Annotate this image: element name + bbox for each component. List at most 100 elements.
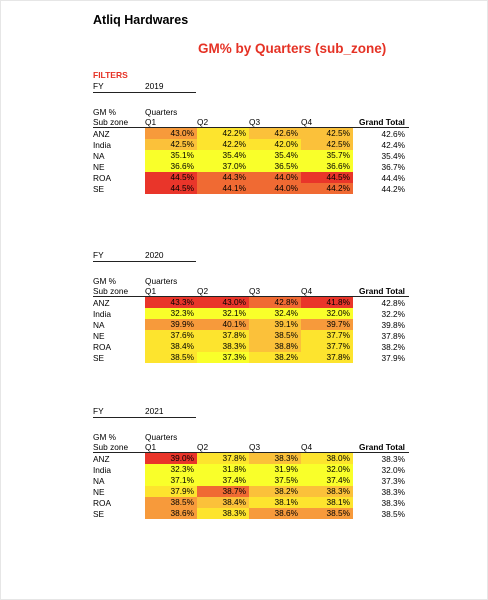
gm-cell-q2: 38.3% xyxy=(197,508,249,519)
q2-header: Q2 xyxy=(197,117,209,127)
sub-zone-label: NE xyxy=(93,161,105,172)
grand-total-value: 42.6% xyxy=(381,128,405,139)
gm-cell-q1: 44.5% xyxy=(145,172,197,183)
gm-table-2020: FY 2020 GM % Quarters Sub zone Q1 Q2 Q3 Q4 Grand … xyxy=(93,250,409,363)
grand-total-value: 32.2% xyxy=(381,308,405,319)
gm-cell-q4: 42.5% xyxy=(301,128,353,139)
gm-cell-q1: 38.4% xyxy=(145,341,197,352)
q4-header: Q4 xyxy=(301,442,313,452)
gm-cell-q3: 38.1% xyxy=(249,497,301,508)
q4-header: Q4 xyxy=(301,286,313,296)
grand-total-value: 38.5% xyxy=(381,508,405,519)
grand-total-value: 42.4% xyxy=(381,139,405,150)
sub-zone-label: ANZ xyxy=(93,453,110,464)
header-row-1: GM % Quarters xyxy=(93,276,409,286)
gm-table-2019: FY 2019 GM % Quarters Sub zone Q1 Q2 Q3 Q4 Grand … xyxy=(93,81,409,194)
table-row: SE 38.5% 37.3% 38.2% 37.8% 37.9% xyxy=(93,352,409,363)
table-row: NA 37.1% 37.4% 37.5% 37.4% 37.3% xyxy=(93,475,409,486)
fy-filter[interactable]: FY 2020 xyxy=(93,250,409,262)
header-row-2: Sub zone Q1 Q2 Q3 Q4 Grand Total xyxy=(93,117,409,128)
grand-total-header: Grand Total xyxy=(359,442,405,452)
gm-cell-q1: 32.3% xyxy=(145,464,197,475)
gm-cell-q3: 38.2% xyxy=(249,352,301,363)
quarters-header: Quarters xyxy=(145,432,178,442)
q3-header: Q3 xyxy=(249,442,261,452)
grand-total-value: 37.8% xyxy=(381,330,405,341)
fy-value: 2021 xyxy=(145,406,164,416)
grand-total-value: 38.3% xyxy=(381,497,405,508)
header-row-1: GM % Quarters xyxy=(93,107,409,117)
fy-underline xyxy=(93,417,196,418)
header-row-2: Sub zone Q1 Q2 Q3 Q4 Grand Total xyxy=(93,442,409,453)
gm-cell-q3: 38.3% xyxy=(249,453,301,464)
gm-cell-q4: 37.7% xyxy=(301,341,353,352)
grand-total-value: 37.3% xyxy=(381,475,405,486)
grand-total-value: 38.3% xyxy=(381,486,405,497)
sub-zone-label: NE xyxy=(93,486,105,497)
gm-cell-q2: 38.7% xyxy=(197,486,249,497)
sub-zone-label: ROA xyxy=(93,341,111,352)
q2-header: Q2 xyxy=(197,286,209,296)
gm-cell-q3: 42.8% xyxy=(249,297,301,308)
gm-cell-q1: 37.6% xyxy=(145,330,197,341)
grand-total-value: 37.9% xyxy=(381,352,405,363)
fy-underline xyxy=(93,92,196,93)
gm-header: GM % xyxy=(93,107,117,117)
gm-cell-q4: 41.8% xyxy=(301,297,353,308)
gm-cell-q4: 35.7% xyxy=(301,150,353,161)
gm-cell-q4: 44.5% xyxy=(301,172,353,183)
q1-header: Q1 xyxy=(145,117,157,127)
fy-underline xyxy=(93,261,196,262)
gm-cell-q3: 38.6% xyxy=(249,508,301,519)
fy-filter[interactable]: FY 2021 xyxy=(93,406,409,418)
fy-filter[interactable]: FY 2019 xyxy=(93,81,409,93)
grand-total-header: Grand Total xyxy=(359,286,405,296)
table-row: NA 39.9% 40.1% 39.1% 39.7% 39.8% xyxy=(93,319,409,330)
gm-cell-q2: 37.8% xyxy=(197,330,249,341)
table-row: NE 37.9% 38.7% 38.2% 38.3% 38.3% xyxy=(93,486,409,497)
gm-cell-q2: 42.2% xyxy=(197,128,249,139)
table-row: ROA 38.4% 38.3% 38.8% 37.7% 38.2% xyxy=(93,341,409,352)
table-row: India 42.5% 42.2% 42.0% 42.5% 42.4% xyxy=(93,139,409,150)
gm-cell-q4: 32.0% xyxy=(301,464,353,475)
gm-cell-q1: 43.0% xyxy=(145,128,197,139)
gm-cell-q1: 42.5% xyxy=(145,139,197,150)
sub-zone-label: ANZ xyxy=(93,297,110,308)
gm-cell-q4: 38.5% xyxy=(301,508,353,519)
gm-cell-q4: 37.7% xyxy=(301,330,353,341)
table-row: NE 36.6% 37.0% 36.5% 36.6% 36.7% xyxy=(93,161,409,172)
sub-zone-label: SE xyxy=(93,352,105,363)
gm-cell-q1: 32.3% xyxy=(145,308,197,319)
sub-zone-header: Sub zone xyxy=(93,117,129,127)
q3-header: Q3 xyxy=(249,117,261,127)
grand-total-value: 38.2% xyxy=(381,341,405,352)
quarters-header: Quarters xyxy=(145,276,178,286)
gm-table-2021: FY 2021 GM % Quarters Sub zone Q1 Q2 Q3 Q4 Grand … xyxy=(93,406,409,519)
table-row: NE 37.6% 37.8% 38.5% 37.7% 37.8% xyxy=(93,330,409,341)
table-row: NA 35.1% 35.4% 35.4% 35.7% 35.4% xyxy=(93,150,409,161)
grand-total-value: 32.0% xyxy=(381,464,405,475)
gm-cell-q4: 37.8% xyxy=(301,352,353,363)
gm-cell-q4: 37.4% xyxy=(301,475,353,486)
fy-label: FY xyxy=(93,406,104,416)
table-row: India 32.3% 32.1% 32.4% 32.0% 32.2% xyxy=(93,308,409,319)
table-row: India 32.3% 31.8% 31.9% 32.0% 32.0% xyxy=(93,464,409,475)
gm-cell-q1: 38.5% xyxy=(145,497,197,508)
gm-cell-q4: 38.1% xyxy=(301,497,353,508)
gm-cell-q1: 37.1% xyxy=(145,475,197,486)
grand-total-value: 36.7% xyxy=(381,161,405,172)
sub-zone-label: India xyxy=(93,139,111,150)
grand-total-value: 44.4% xyxy=(381,172,405,183)
gm-cell-q2: 44.3% xyxy=(197,172,249,183)
gm-cell-q3: 42.6% xyxy=(249,128,301,139)
sub-zone-label: ROA xyxy=(93,497,111,508)
gm-cell-q3: 44.0% xyxy=(249,183,301,194)
table-row: ANZ 43.0% 42.2% 42.6% 42.5% 42.6% xyxy=(93,128,409,139)
quarters-header: Quarters xyxy=(145,107,178,117)
filters-label: FILTERS xyxy=(93,70,128,80)
gm-cell-q2: 37.0% xyxy=(197,161,249,172)
report-title: GM% by Quarters (sub_zone) xyxy=(198,41,387,56)
table-row: SE 44.5% 44.1% 44.0% 44.2% 44.2% xyxy=(93,183,409,194)
header-row-2: Sub zone Q1 Q2 Q3 Q4 Grand Total xyxy=(93,286,409,297)
gm-cell-q2: 40.1% xyxy=(197,319,249,330)
